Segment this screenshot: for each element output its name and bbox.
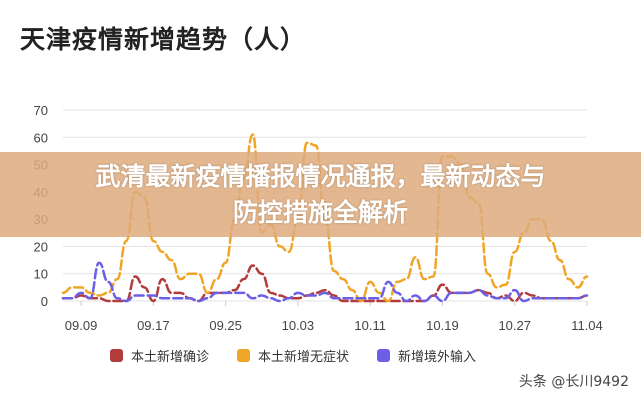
y-tick-label: 10 — [34, 267, 48, 282]
y-tick-label: 0 — [41, 294, 48, 309]
legend-label: 本土新增无症状 — [258, 350, 350, 365]
y-tick-label: 20 — [34, 239, 48, 254]
x-tick-label: 10.27 — [498, 318, 531, 333]
legend-item-local-confirmed[interactable]: 本土新增确诊 — [110, 346, 209, 365]
legend-swatch — [377, 349, 391, 362]
headline-line-1: 武清最新疫情播报情况通报，最新动态与 — [95, 162, 546, 191]
x-tick-label: 10.19 — [426, 318, 459, 333]
legend-swatch — [237, 349, 251, 362]
x-tick-label: 10.03 — [282, 318, 315, 333]
y-tick-label: 70 — [34, 103, 48, 118]
x-tick-label: 09.25 — [209, 318, 242, 333]
watermark: 头条 @长川9492 — [518, 374, 629, 390]
x-tick-label: 10.11 — [354, 318, 386, 333]
legend-item-local-asymptomatic[interactable]: 本土新增无症状 — [237, 346, 349, 365]
legend: 本土新增确诊 本土新增无症状 新增境外输入 — [110, 346, 476, 365]
chart-title: 天津疫情新增趋势（人） — [20, 25, 307, 54]
legend-label: 本土新增确诊 — [131, 350, 210, 365]
headline-banner[interactable]: 武清最新疫情播报情况通报，最新动态与 防控措施全解析 — [0, 152, 641, 237]
headline-line-2: 防控措施全解析 — [232, 198, 408, 227]
legend-label: 新增境外输入 — [398, 350, 477, 365]
series-line-3 — [61, 261, 589, 303]
legend-swatch — [110, 349, 123, 362]
x-tick-label: 09.17 — [137, 318, 170, 333]
x-tick-label: 09.09 — [65, 318, 98, 333]
y-tick-label: 60 — [34, 130, 48, 145]
x-tick-label: 11.04 — [571, 318, 603, 333]
legend-item-imported[interactable]: 新增境外输入 — [377, 346, 476, 365]
